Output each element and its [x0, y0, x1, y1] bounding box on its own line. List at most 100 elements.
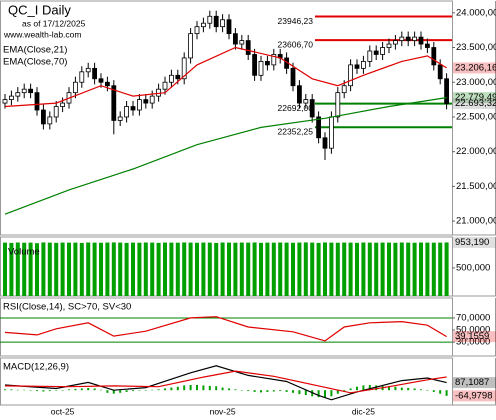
bar: [124, 242, 129, 296]
candle-body: [309, 99, 315, 118]
histogram-bar: [298, 390, 301, 395]
candle-body: [316, 116, 322, 139]
bar: [163, 242, 167, 296]
bar: [329, 242, 334, 296]
histogram-bar: [260, 390, 262, 393]
legend-entry: EMA(Close,21): [3, 45, 67, 56]
candle-body: [444, 78, 450, 104]
bar: [175, 242, 180, 296]
bar: [118, 242, 123, 296]
histogram-bar: [87, 388, 90, 391]
histogram-bar: [279, 390, 282, 392]
histogram-bar: [221, 387, 224, 391]
bar: [214, 242, 219, 296]
histogram-bar: [208, 385, 211, 391]
panel-frame: [0, 297, 453, 357]
bar: [335, 242, 340, 296]
candle-body: [117, 116, 123, 121]
candle-body: [98, 78, 104, 83]
candle-body: [124, 106, 129, 118]
bar: [201, 242, 206, 296]
histogram-bar: [132, 390, 134, 392]
level-label: 22692,00: [278, 103, 314, 113]
candle-body: [181, 57, 187, 80]
x-tick-label: oct-25: [51, 406, 75, 416]
candle-body: [207, 15, 213, 24]
histogram-bar: [356, 386, 358, 391]
histogram-bar: [42, 390, 45, 392]
histogram-bar: [215, 386, 218, 391]
candle-body: [239, 40, 245, 45]
candle-body: [405, 36, 411, 41]
panel-frame: [0, 357, 453, 406]
histogram-bar: [29, 390, 32, 391]
panel-title: MACD(12,26,9): [3, 362, 69, 373]
candle-body: [354, 64, 360, 69]
candle-body: [412, 36, 418, 41]
candle-body: [232, 33, 238, 45]
histogram-bar: [23, 389, 26, 391]
value-label-box: [453, 236, 496, 248]
candle-body: [271, 54, 277, 66]
bar: [15, 242, 20, 296]
series-line: [4, 370, 447, 394]
histogram-bar: [202, 385, 205, 391]
candle-body: [92, 67, 97, 80]
panel-frame: [0, 0, 453, 236]
candle-body: [15, 92, 21, 97]
candle-body: [136, 99, 142, 111]
bar: [9, 242, 14, 296]
value-label-box: [453, 62, 496, 74]
histogram-bar: [183, 385, 186, 391]
value-label: 22.693,32: [455, 98, 496, 109]
candle-body: [226, 19, 232, 35]
bar: [156, 242, 161, 296]
histogram-bar: [106, 390, 109, 393]
histogram-bar: [189, 384, 192, 391]
histogram-bar: [388, 386, 390, 391]
bar: [143, 242, 148, 296]
value-label: 39,1559: [455, 331, 489, 342]
histogram-bar: [228, 388, 230, 391]
candle-body: [34, 92, 40, 111]
histogram-bar: [317, 390, 320, 398]
candle-body: [213, 15, 219, 28]
bar: [182, 242, 187, 296]
histogram-bar: [400, 387, 403, 391]
histogram-bar: [439, 390, 442, 394]
y-tick-label: 23.500,00: [456, 42, 496, 53]
bar: [233, 242, 238, 296]
candle-body: [252, 54, 258, 76]
bar: [67, 242, 71, 296]
histogram-bar: [100, 389, 102, 391]
bar: [271, 242, 276, 296]
bar: [419, 242, 423, 296]
y-tick-label: 500,000: [456, 262, 490, 273]
histogram-bar: [138, 390, 141, 391]
histogram-bar: [266, 390, 269, 392]
histogram-bar: [247, 390, 250, 392]
bar: [137, 242, 142, 296]
candle-body: [8, 95, 14, 100]
candle-body: [162, 81, 168, 90]
y-tick-label: 21.000,00: [456, 216, 496, 227]
histogram-bar: [74, 388, 77, 391]
histogram-bar: [10, 389, 13, 391]
histogram-bar: [362, 385, 365, 391]
value-label-box: [453, 98, 496, 110]
value-label: 87,1087: [455, 377, 489, 388]
histogram-bar: [16, 389, 19, 391]
bar: [41, 242, 46, 296]
bar: [252, 242, 257, 296]
bar: [28, 242, 33, 296]
candle-body: [380, 47, 386, 55]
histogram-bar: [330, 390, 333, 397]
panel-frame: [0, 236, 453, 297]
y-tick-label: 30,0000: [456, 337, 490, 348]
series-line: [4, 316, 447, 342]
value-label: 22.779,49: [455, 92, 496, 103]
candle-body: [367, 50, 373, 62]
bar: [310, 242, 315, 296]
candle-body: [188, 33, 194, 59]
